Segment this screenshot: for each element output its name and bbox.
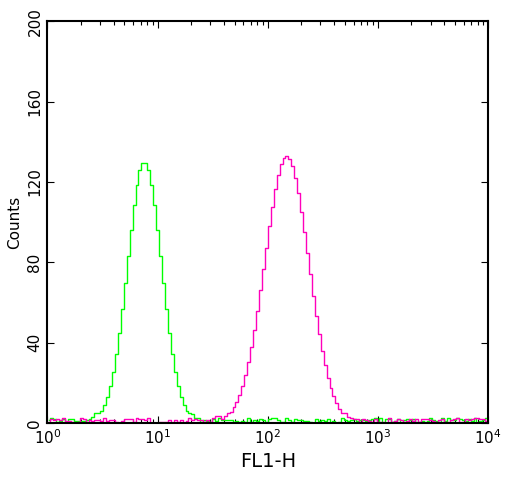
Y-axis label: Counts: Counts	[7, 196, 22, 249]
X-axis label: FL1-H: FL1-H	[240, 452, 296, 471]
